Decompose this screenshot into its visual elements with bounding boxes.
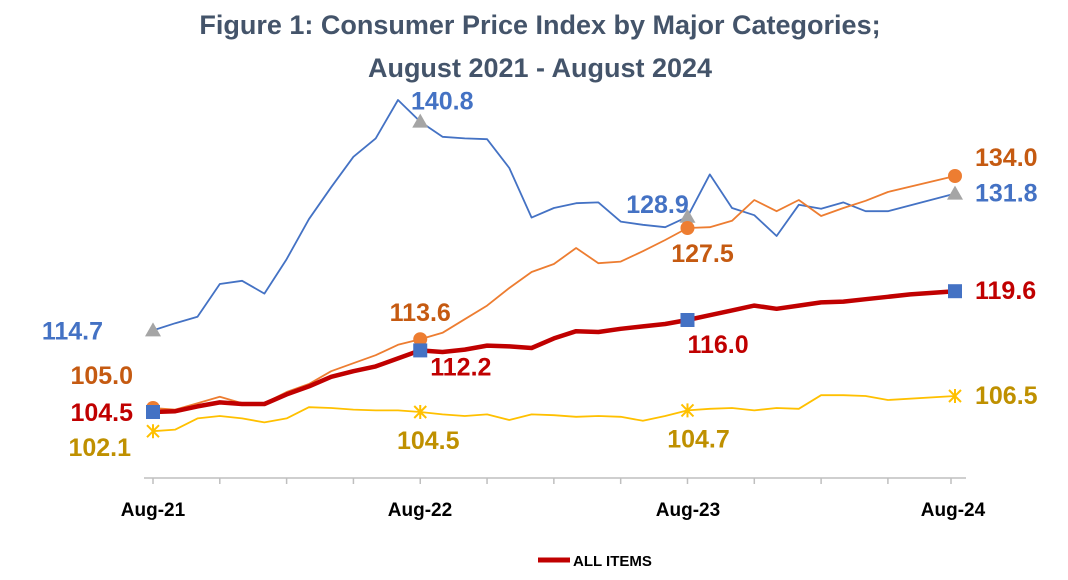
data-label-yellow: 102.1 [68, 434, 131, 462]
blue-marker [145, 322, 161, 337]
data-label-blue: 131.8 [975, 180, 1038, 208]
legend-label-all-items: ALL ITEMS [573, 553, 652, 570]
series-line-orange [152, 175, 956, 411]
data-label-orange: 134.0 [975, 144, 1038, 172]
data-label-all-items: 116.0 [687, 331, 748, 359]
series-line-yellow [152, 394, 956, 433]
x-tick-label: Aug-24 [921, 500, 986, 521]
orange-marker [680, 221, 695, 235]
data-label-yellow: 104.7 [667, 425, 730, 453]
data-label-all-items: 119.6 [975, 277, 1036, 305]
data-label-all-items: 112.2 [430, 353, 491, 381]
data-label-yellow: 106.5 [975, 382, 1038, 410]
yellow-marker [680, 403, 695, 418]
x-tick-label: Aug-22 [388, 500, 452, 521]
data-label-all-items: 104.5 [70, 399, 133, 427]
series-line-all-items [150, 288, 958, 415]
orange-marker [413, 332, 428, 347]
yellow-marker [948, 389, 962, 403]
legend: ALL ITEMS [538, 553, 652, 570]
blue-marker [412, 113, 429, 128]
plot-area: Aug-21 Aug-22 Aug-23 Aug-24 114.7 140.8 128.9 1… [42, 88, 1038, 521]
data-label-blue: 140.8 [411, 88, 474, 116]
x-tick-label: Aug-21 [121, 500, 186, 521]
data-label-yellow: 104.5 [397, 427, 460, 455]
all-items-marker [948, 284, 962, 299]
data-label-blue: 114.7 [42, 317, 103, 345]
all-items-marker [413, 343, 428, 358]
orange-marker [948, 169, 962, 183]
series-line-blue [152, 99, 956, 332]
yellow-marker [413, 405, 427, 419]
blue-marker [679, 208, 696, 223]
chart-title-line-1: Figure 1: Consumer Price Index by Major … [199, 10, 880, 40]
blue-marker [947, 185, 963, 200]
data-label-orange: 105.0 [70, 362, 133, 390]
x-tick-label: Aug-23 [656, 500, 720, 521]
all-items-marker [680, 313, 695, 327]
data-label-orange: 127.5 [671, 240, 734, 268]
data-label-orange: 113.6 [390, 299, 451, 327]
all-items-marker [146, 405, 160, 419]
data-label-blue: 128.9 [626, 191, 689, 219]
chart-title-line-2: August 2021 - August 2024 [368, 53, 712, 83]
yellow-marker [146, 424, 160, 439]
